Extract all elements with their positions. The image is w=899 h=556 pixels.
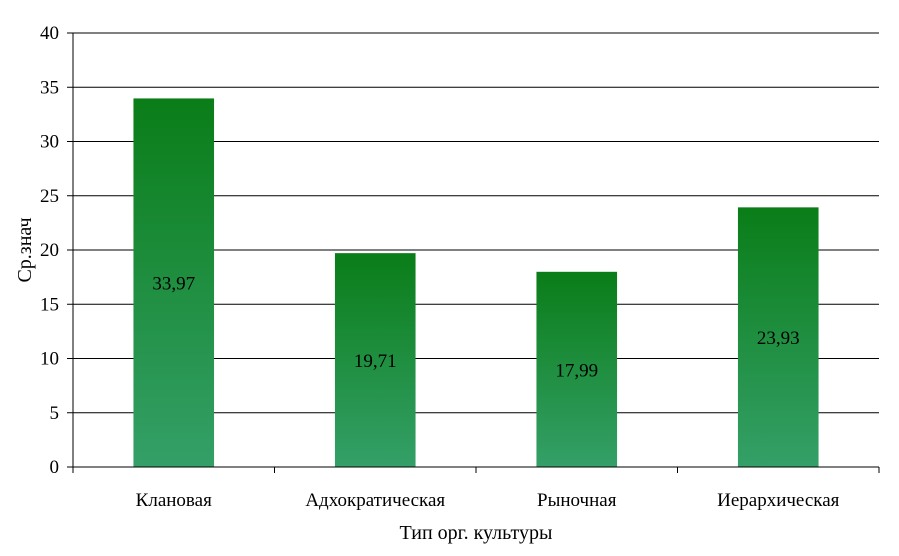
bar	[334, 253, 416, 467]
x-axis-title: Тип орг. культуры	[400, 522, 553, 544]
bar	[536, 271, 618, 467]
y-tick-label: 40	[40, 23, 59, 44]
y-tick-label: 20	[40, 240, 59, 261]
x-category-label: Иерархическая	[717, 490, 840, 511]
x-category-label: Рыночная	[537, 490, 617, 511]
y-axis-title: Ср.знач	[14, 217, 36, 282]
labels: 0 5 10 15 20 25 30 35 40 33,97 Клановая 19,71 Адхокр…	[40, 23, 840, 511]
bars	[133, 98, 819, 467]
y-tick-label: 25	[40, 186, 59, 207]
y-tick-label: 0	[50, 457, 60, 478]
y-tick-label: 35	[40, 77, 59, 98]
data-label: 23,93	[757, 328, 800, 349]
bar	[133, 98, 215, 467]
data-label: 33,97	[152, 274, 195, 295]
x-category-label: Клановая	[136, 490, 212, 511]
y-tick-label: 10	[40, 349, 59, 370]
axes	[67, 32, 880, 473]
y-tick-label: 15	[40, 294, 59, 315]
y-tick-label: 5	[50, 403, 60, 424]
data-label: 17,99	[555, 360, 598, 381]
x-category-label: Адхократическая	[305, 490, 445, 511]
data-label: 19,71	[354, 351, 397, 372]
y-tick-label: 30	[40, 132, 59, 153]
bar	[737, 207, 819, 467]
